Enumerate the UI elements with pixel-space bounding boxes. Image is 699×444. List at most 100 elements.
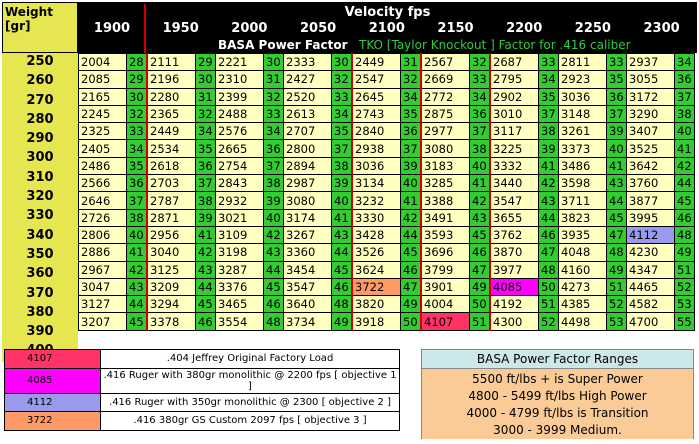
velocity-header-band: Velocity fps 1900 1950 2000 2050 2100 2150 220… [78,2,697,53]
table-row: 2245 32 2365 32 2488 33 2613 34 2743 35 2875 36 3010… [78,104,695,124]
tko-cell: 31 [263,70,284,89]
energy-cell: 2811 [558,52,607,72]
energy-cell: 2221 [215,52,264,72]
energy-cell: 3734 [283,312,332,331]
weight-label: 290 [2,130,78,150]
table-row: 2726 38 2871 39 3021 40 3174 41 3330 42 3491 43 3655… [78,208,695,227]
tko-cell: 35 [606,70,627,89]
energy-cell: 2987 [283,174,332,193]
energy-cell: 2956 [146,225,196,245]
energy-cell: 3722 [351,277,401,297]
energy-cell: 2967 [78,260,127,279]
energy-cell: 2196 [146,70,196,89]
energy-cell: 2937 [626,52,675,72]
tko-cell: 51 [538,295,559,314]
energy-cell: 3995 [626,208,675,227]
energy-cell: 2534 [146,139,196,158]
tko-cell: 39 [606,122,627,141]
table-row: 2886 41 3040 42 3198 43 3360 44 3526 45 3696 46 3870… [78,243,695,262]
tko-cell: 36 [674,70,695,89]
tko-cell: 33 [263,104,284,124]
energy-cell: 3047 [78,277,127,297]
energy-cell: 2449 [351,52,401,72]
energy-cell: 3287 [215,260,264,279]
energy-cell: 4465 [626,277,675,297]
speed-label: 2100 [368,21,405,36]
energy-cell: 3332 [489,156,539,176]
energy-cell: 3036 [351,156,401,176]
tko-cell: 38 [538,122,559,141]
tko-cell: 41 [331,208,353,227]
energy-cell: 4385 [558,295,607,314]
tko-cell: 43 [195,260,216,279]
energy-cell: 2843 [215,174,264,193]
tko-cell: 48 [606,243,627,262]
table-row: 2566 36 2703 37 2843 38 2987 39 3134 40 3285 41 3440… [78,174,695,193]
tko-cell: 34 [469,87,491,106]
energy-cell: 3428 [351,225,401,245]
energy-cell: 3491 [420,208,470,227]
tko-cell: 53 [606,312,627,331]
energy-cell: 2902 [489,87,539,106]
legend-swatch: 3722 [4,411,101,431]
data-table: 2004 28 2111 29 2221 30 2333 30 2449 31 2567 32 2687… [78,52,695,331]
tko-cell: 32 [195,104,216,124]
speed-label: 1900 [93,21,131,36]
table-row: 2165 30 2280 31 2399 32 2520 33 2645 34 2772 34 2902… [78,87,695,106]
energy-cell: 2567 [420,52,470,72]
tko-cell: 39 [263,191,284,210]
tko-cell: 42 [263,225,284,245]
energy-cell: 2806 [78,225,127,245]
tko-cell: 48 [674,225,695,245]
tko-cell: 36 [469,104,491,124]
energy-cell: 3598 [558,174,607,193]
tko-cell: 32 [126,104,148,124]
weight-label: 390 [2,323,78,343]
energy-cell: 2165 [78,87,127,106]
weight-label: 300 [2,149,78,169]
tko-cell: 38 [331,156,353,176]
tko-cell: 42 [400,208,422,227]
tko-cell: 34 [195,122,216,141]
tko-cell: 36 [126,174,148,193]
tko-cell: 38 [263,174,284,193]
weight-label: 330 [2,207,78,227]
tko-cell: 50 [538,277,559,297]
legend-text: .416 380gr GS Custom 2097 fps [ objectiv… [100,411,400,431]
tko-cell: 46 [400,260,422,279]
energy-cell: 3407 [626,122,675,141]
energy-cell: 2245 [78,104,127,124]
energy-cell: 4700 [626,312,675,331]
energy-cell: 2772 [420,87,470,106]
tko-cell: 47 [400,277,422,297]
energy-cell: 4192 [489,295,539,314]
energy-cell: 3378 [146,312,196,331]
tko-cell: 43 [606,174,627,193]
tko-cell: 45 [674,191,695,210]
tko-cell: 37 [331,139,353,158]
weight-label: 380 [2,303,78,324]
energy-cell: 3127 [78,295,127,314]
tko-cell: 49 [674,243,695,262]
energy-cell: 3373 [558,139,607,158]
weight-label: 310 [2,168,78,189]
tko-cell: 39 [195,208,216,227]
energy-cell: 2886 [78,243,127,262]
energy-cell: 3465 [215,295,264,314]
energy-cell: 3655 [489,208,539,227]
energy-cell: 3261 [558,122,607,141]
table-row: 2486 35 2618 36 2754 37 2894 38 3036 39 3183 40 3332… [78,156,695,176]
weight-column: 250 260 270 280 290 300 310 320 330 340 350 360 370 3… [2,53,78,362]
energy-cell: 3232 [351,191,401,210]
weight-label: 370 [2,284,78,304]
tko-cell: 40 [400,174,422,193]
weight-label: 260 [2,72,78,92]
legend-row: 3722.416 380gr GS Custom 2097 fps [ obje… [4,411,400,431]
energy-cell: 2280 [146,87,196,106]
legend-text: .416 Ruger with 380gr monolithic @ 2200 … [100,367,400,394]
tko-cell: 39 [400,156,422,176]
speed-label: 2200 [506,21,543,36]
tko-cell: 35 [195,139,216,158]
tko-cell: 46 [538,225,559,245]
tko-cell: 34 [538,70,559,89]
